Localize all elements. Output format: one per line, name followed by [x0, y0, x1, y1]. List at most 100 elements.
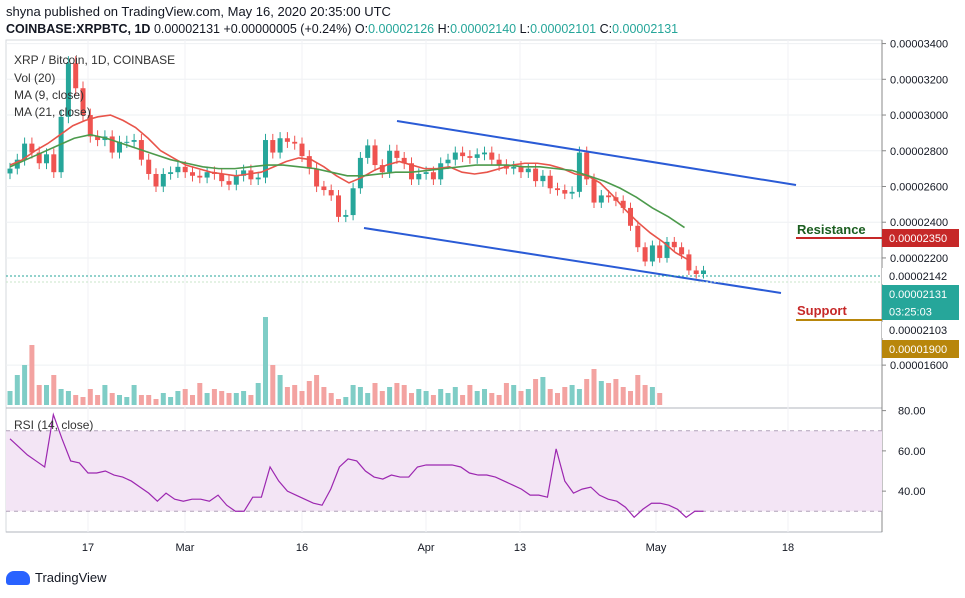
candle-body: [489, 152, 495, 160]
candle-body: [569, 191, 575, 194]
candle-body: [204, 172, 210, 178]
candle-body: [350, 188, 356, 216]
candle-body: [263, 140, 268, 178]
volume-bar: [44, 385, 49, 405]
price-tick-label: 0.00002400: [890, 217, 948, 229]
last-dotted-badge-bg: [882, 268, 959, 284]
candle-body: [29, 143, 35, 153]
volume-bar: [270, 365, 276, 405]
candle-body: [701, 270, 706, 275]
volume-bar: [263, 317, 268, 405]
volume-bar: [533, 379, 539, 405]
volume-bar: [482, 389, 487, 405]
volume-bar: [211, 389, 217, 405]
resistance-badge-bg: [882, 229, 959, 247]
candle-body: [233, 175, 239, 185]
volume-bar: [460, 395, 466, 405]
candle-body: [562, 190, 568, 194]
volume-bar: [204, 393, 210, 405]
time-tick-label: 17: [82, 542, 94, 554]
volume-bar: [299, 391, 305, 405]
volume-bar: [584, 379, 590, 405]
high-value: 0.00002140: [450, 22, 517, 36]
last-price-badge-bg: [882, 285, 959, 303]
candle-body: [124, 141, 130, 143]
candle-body: [460, 152, 466, 157]
legend-rsi: RSI (14, close): [14, 418, 94, 432]
candle-body: [452, 152, 458, 160]
volume-bar: [467, 385, 473, 405]
volume-bar: [649, 387, 655, 405]
legend-ma-fast: MA (9, close): [14, 88, 85, 102]
support-label: Support: [797, 303, 847, 318]
volume-bar: [22, 365, 28, 405]
volume-bar: [628, 391, 633, 405]
volume-bar: [153, 399, 159, 405]
price-tick-label: 0.00002200: [890, 253, 948, 265]
volume-bar: [394, 383, 400, 405]
candle-body: [182, 166, 188, 173]
volume-bar: [423, 391, 429, 405]
price-tick-label: 0.00002600: [890, 181, 948, 193]
rsi-band: [6, 430, 882, 512]
candle-body: [686, 254, 692, 271]
volume-bar: [292, 385, 298, 405]
candle-body: [175, 166, 181, 173]
candle-body: [518, 166, 524, 173]
volume-bar: [606, 383, 612, 405]
volume-bar: [175, 391, 181, 405]
candle-body: [146, 159, 152, 174]
candle-body: [555, 188, 560, 191]
time-tick-label: May: [646, 542, 667, 554]
volume-bar: [379, 391, 385, 405]
volume-bar: [336, 399, 341, 405]
volume-bar: [365, 393, 371, 405]
candle-body: [336, 195, 341, 217]
low-label: L:: [519, 22, 531, 36]
volume-bar: [540, 377, 546, 405]
volume-bar: [7, 391, 13, 405]
candle-body: [664, 241, 670, 258]
last-price: 0.00002131: [153, 22, 220, 36]
volume-bar: [518, 391, 524, 405]
countdown-badge: 03:25:03: [889, 307, 932, 319]
volume-bar: [146, 395, 152, 405]
candle-body: [299, 143, 305, 157]
candle-body: [314, 168, 320, 187]
candle-body: [679, 247, 685, 255]
tradingview-icon: [6, 570, 30, 585]
volume-bar: [555, 393, 560, 405]
legend-volume: Vol (20): [14, 71, 56, 85]
ma-slow-line: [9, 133, 685, 229]
candle-body: [241, 170, 247, 176]
volume-bar: [350, 385, 356, 405]
volume-bar: [219, 391, 225, 405]
candle-body: [584, 152, 590, 180]
candle-body: [598, 195, 604, 203]
high-label: H:: [437, 22, 451, 36]
low-badge-bg: [882, 322, 959, 338]
candle-body: [606, 195, 612, 198]
price-tick-label: 0.00003000: [890, 110, 948, 122]
candle-body: [248, 170, 254, 180]
volume-bar: [613, 379, 619, 405]
price-tick-label: 0.00001600: [890, 360, 948, 372]
close-value: 0.00002131: [612, 22, 679, 36]
candle-body: [95, 136, 101, 141]
volume-bar: [598, 381, 604, 405]
candle-body: [365, 145, 371, 158]
candle-body: [292, 141, 298, 144]
candle-body: [73, 63, 79, 89]
ohlc-bar: COINBASE:XRPBTC, 1D 0.00002131 +0.000000…: [6, 22, 678, 36]
volume-bar: [525, 389, 531, 405]
resistance-badge: 0.00002350: [889, 233, 947, 245]
volume-bar: [109, 393, 115, 405]
brand-label: TradingView: [35, 570, 107, 585]
candle-body: [430, 172, 436, 180]
volume-bar: [248, 395, 254, 405]
volume-bar: [503, 383, 509, 405]
tradingview-logo[interactable]: TradingView: [6, 570, 107, 585]
candle-body: [22, 143, 28, 160]
volume-bar: [642, 385, 648, 405]
